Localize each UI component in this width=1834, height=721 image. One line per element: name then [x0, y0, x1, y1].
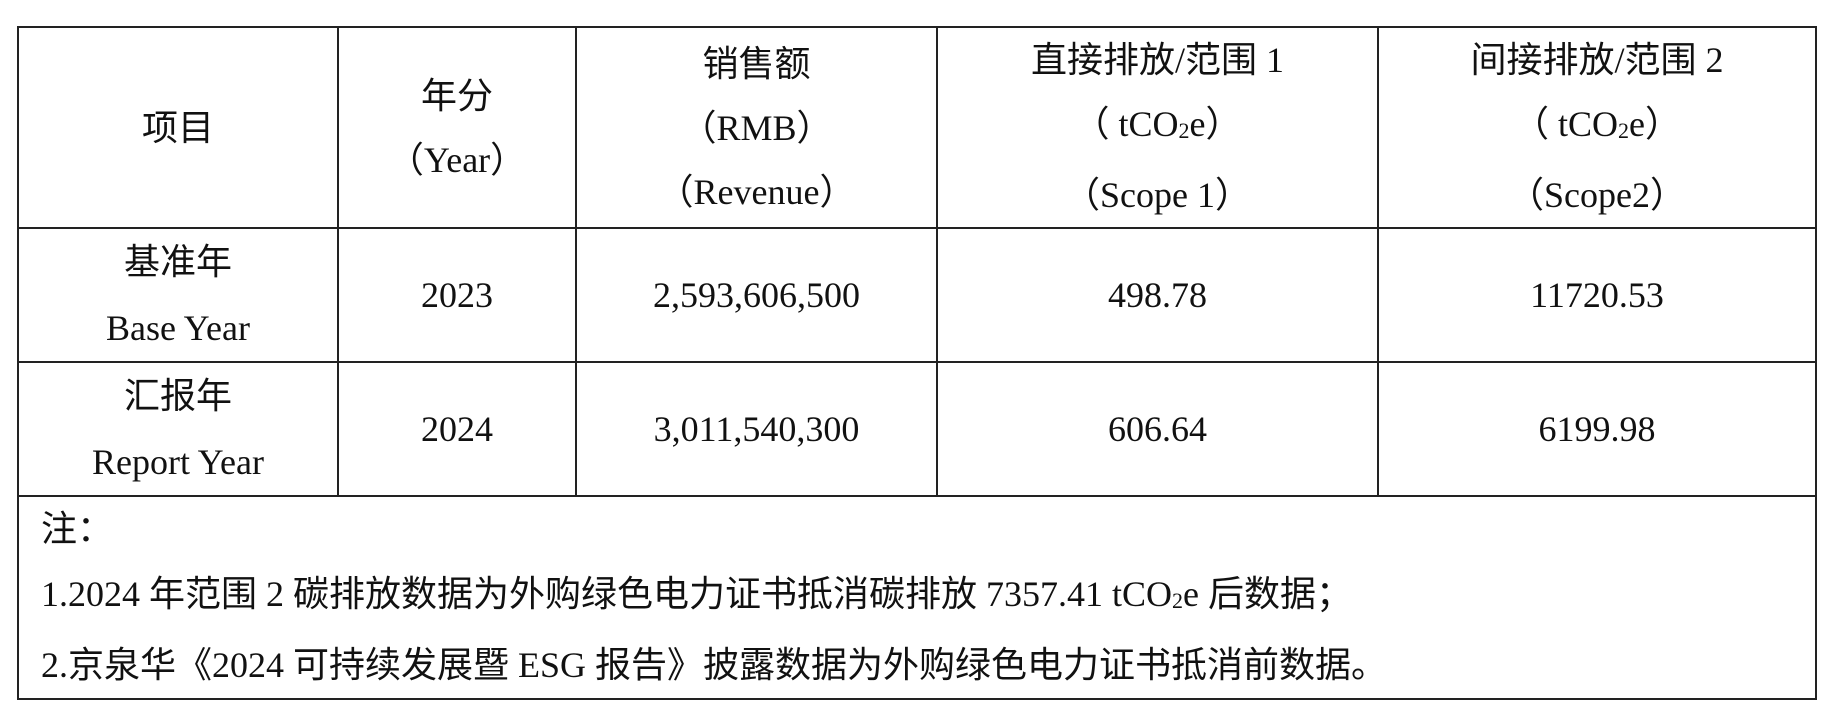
- notes-cell: 注： 1.2024 年范围 2 碳排放数据为外购绿色电力证书抵消碳排放 7357…: [17, 495, 1817, 700]
- header-item: 项目: [17, 26, 339, 229]
- note-2: 2.京泉华《2024 可持续发展暨 ESG 报告》披露数据为外购绿色电力证书抵消…: [41, 645, 1388, 685]
- table-row: 基准年 Base Year 2023 2,593,606,500 498.78 1…: [17, 227, 1817, 363]
- notes-title: 注：: [41, 509, 114, 549]
- note-1: 1.2024 年范围 2 碳排放数据为外购绿色电力证书抵消碳排放 7357.41…: [41, 574, 1352, 614]
- cell-scope1: 498.78: [936, 227, 1379, 363]
- header-row: 项目 年分 （Year） 销售额 （RMB） （Revenue） 直接排放/范围…: [17, 26, 1817, 229]
- cell-item: 汇报年 Report Year: [17, 361, 339, 497]
- header-scope1: 直接排放/范围 1 （ tCO2e） （Scope 1）: [936, 26, 1379, 229]
- header-scope2: 间接排放/范围 2 （ tCO2e） （Scope2）: [1377, 26, 1817, 229]
- notes-row: 注： 1.2024 年范围 2 碳排放数据为外购绿色电力证书抵消碳排放 7357…: [17, 495, 1817, 700]
- cell-scope1: 606.64: [936, 361, 1379, 497]
- header-year: 年分 （Year）: [337, 26, 577, 229]
- cell-revenue: 3,011,540,300: [575, 361, 938, 497]
- emissions-table: 项目 年分 （Year） 销售额 （RMB） （Revenue） 直接排放/范围…: [17, 26, 1817, 700]
- cell-revenue: 2,593,606,500: [575, 227, 938, 363]
- unit: （ tCO2e）: [1513, 104, 1681, 144]
- table-row: 汇报年 Report Year 2024 3,011,540,300 606.64…: [17, 361, 1817, 497]
- cell-scope2: 6199.98: [1377, 361, 1817, 497]
- cell-item: 基准年 Base Year: [17, 227, 339, 363]
- header-revenue: 销售额 （RMB） （Revenue）: [575, 26, 938, 229]
- cell-year: 2023: [337, 227, 577, 363]
- cell-year: 2024: [337, 361, 577, 497]
- unit: （ tCO2e）: [1073, 104, 1242, 144]
- cell-scope2: 11720.53: [1377, 227, 1817, 363]
